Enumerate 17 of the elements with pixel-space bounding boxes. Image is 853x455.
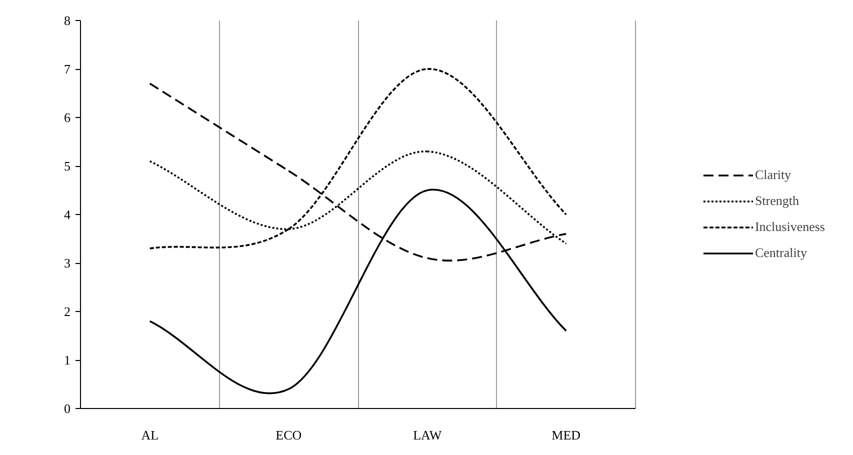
y-tick-label: 6 [64, 110, 71, 125]
y-tick-label: 3 [64, 256, 70, 270]
y-tick-label: 8 [64, 13, 70, 28]
x-tick-label: MED [552, 428, 581, 442]
legend-label: Centrality [754, 245, 807, 261]
y-tick-label: 2 [64, 304, 70, 319]
legend-label: Strength [754, 193, 800, 209]
y-tick-label: 5 [64, 158, 70, 174]
x-tick-label: AL [141, 428, 159, 442]
legend-label: Clarity [754, 167, 792, 183]
y-tick-label: 0 [64, 401, 70, 416]
y-tick-label: 4 [64, 207, 71, 222]
y-tick-label: 7 [64, 62, 71, 76]
x-tick-label: LAW [413, 428, 442, 442]
y-tick-label: 1 [64, 352, 70, 368]
legend-label: Inclusiveness [754, 219, 825, 235]
x-tick-label: ECO [276, 428, 302, 442]
